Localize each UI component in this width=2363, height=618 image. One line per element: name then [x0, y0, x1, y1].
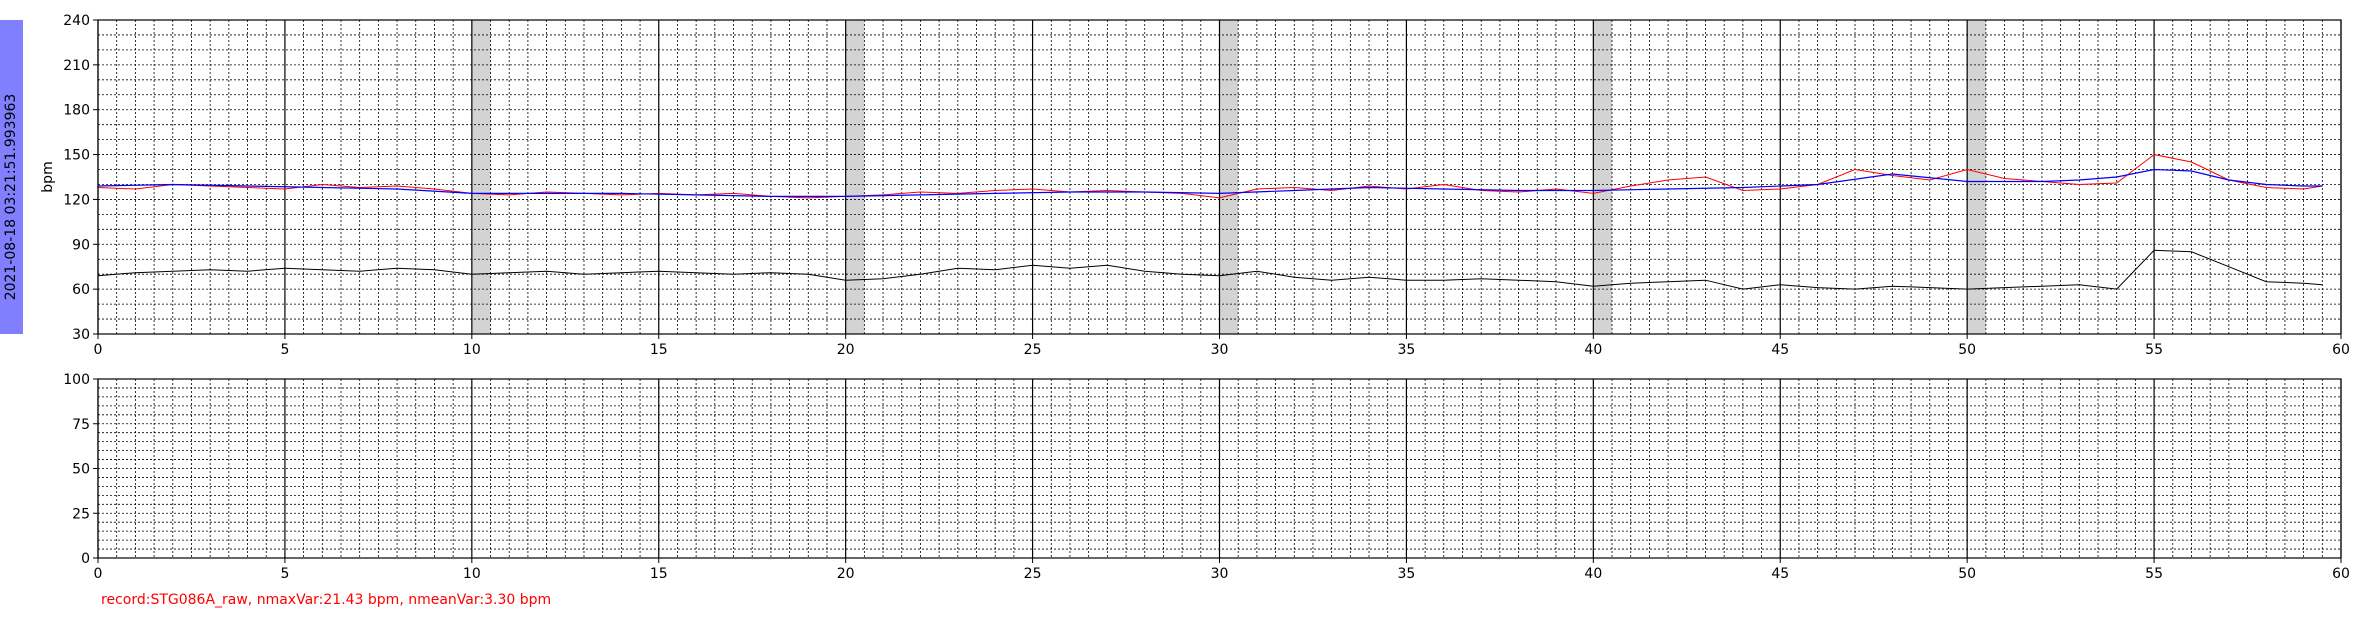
fhr-shaded-band [1219, 20, 1239, 334]
toco-x-tick-label: 55 [2145, 566, 2163, 582]
fhr-x-tick-label: 35 [1398, 342, 1416, 358]
fhr-x-tick-label: 0 [94, 342, 103, 358]
toco-panel: 0 25 50 75 100 0 5 10 15 20 25 30 35 40 45 50 55 60 [63, 372, 2350, 582]
toco-y-tick-label: 0 [81, 551, 90, 567]
toco-y-tick-label: 75 [72, 417, 90, 433]
fhr-x-tick-label: 10 [463, 342, 481, 358]
toco-x-tick-label: 5 [280, 566, 289, 582]
fhr-y-tick-label: 240 [63, 13, 90, 29]
fhr-x-tick-label: 55 [2145, 342, 2163, 358]
fhr-x-tick-label: 40 [1584, 342, 1602, 358]
fhr-x-tick-label: 15 [650, 342, 668, 358]
fhr-y-tick-label: 30 [72, 327, 90, 343]
fhr-series-baseline [97, 168, 2323, 197]
fhr-y-axis-label: bpm [40, 161, 56, 192]
toco-y-tick-label: 50 [72, 462, 90, 478]
fhr-x-tick-label: 20 [837, 342, 855, 358]
fhr-shaded-band [1967, 20, 1986, 334]
fhr-shaded-band [1593, 20, 1613, 334]
fhr-x-tick-label: 60 [2332, 342, 2350, 358]
toco-x-tick-label: 40 [1584, 566, 1602, 582]
fhr-x-tick-label: 5 [280, 342, 289, 358]
toco-x-tick-label: 60 [2332, 566, 2350, 582]
toco-x-tick-label: 25 [1024, 566, 1042, 582]
toco-x-tick-label: 20 [837, 566, 855, 582]
toco-y-tick-label: 100 [63, 372, 90, 388]
toco-y-tick-label: 25 [72, 506, 90, 522]
fhr-y-tick-label: 180 [63, 103, 90, 119]
fhr-series-mhr [97, 249, 2323, 290]
fhr-shaded-band [845, 20, 865, 334]
timestamp-sidebar: 2021-08-18 03:21:51.993963 [0, 20, 23, 334]
record-footer: record:STG086A_raw, nmaxVar:21.43 bpm, n… [101, 592, 552, 608]
fhr-y-tick-label: 60 [72, 282, 90, 298]
toco-x-tick-label: 10 [463, 566, 481, 582]
fhr-shaded-band [471, 20, 491, 334]
fhr-x-tick-label: 25 [1024, 342, 1042, 358]
fhr-y-tick-label: 90 [72, 237, 90, 253]
fhr-panel: 30 60 90 120 150 180 210 240 0 5 10 15 20 25 30 35 40 45 5… [40, 13, 2350, 358]
toco-x-tick-label: 30 [1211, 566, 1229, 582]
fhr-y-tick-label: 150 [63, 148, 90, 164]
toco-x-tick-label: 45 [1771, 566, 1789, 582]
toco-x-tick-label: 50 [1958, 566, 1976, 582]
toco-x-tick-label: 35 [1398, 566, 1416, 582]
fhr-y-tick-label: 120 [63, 192, 90, 208]
toco-x-tick-label: 15 [650, 566, 668, 582]
toco-x-tick-label: 0 [94, 566, 103, 582]
fhr-x-tick-label: 50 [1958, 342, 1976, 358]
fhr-x-tick-label: 45 [1771, 342, 1789, 358]
fhr-y-tick-label: 210 [63, 58, 90, 74]
fhr-x-tick-label: 30 [1211, 342, 1229, 358]
